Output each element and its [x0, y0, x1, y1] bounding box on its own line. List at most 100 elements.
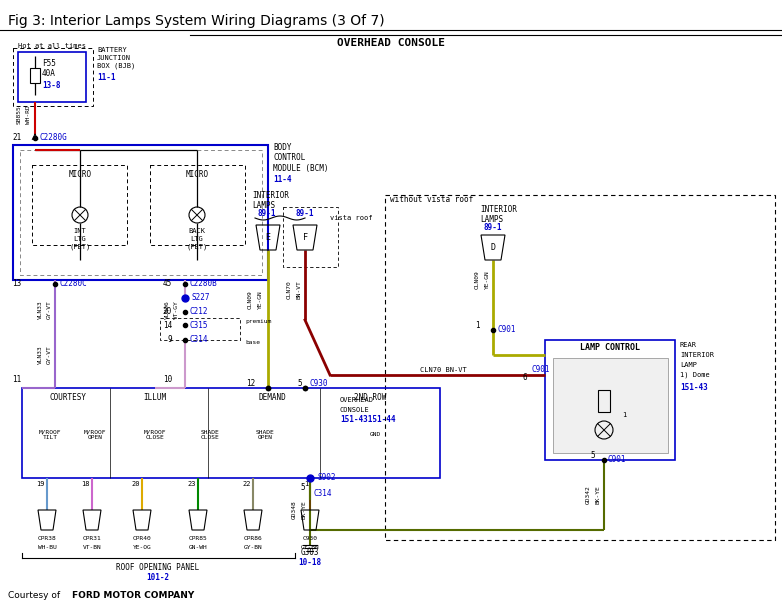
Text: 6: 6 [522, 373, 527, 382]
Text: 11-4: 11-4 [273, 176, 292, 184]
Text: 5: 5 [590, 452, 595, 460]
Text: M/ROOF
CLOSE: M/ROOF CLOSE [144, 430, 167, 440]
Text: CPR85: CPR85 [188, 536, 207, 541]
Text: BK-YE: BK-YE [596, 486, 601, 505]
Text: OVERHEAD: OVERHEAD [340, 397, 374, 403]
Text: BN-VT: BN-VT [296, 281, 302, 299]
Text: Courtesy of: Courtesy of [8, 590, 63, 599]
Text: D: D [490, 243, 496, 252]
Text: 101-2: 101-2 [146, 573, 170, 582]
Text: LAMP CONTROL: LAMP CONTROL [580, 344, 640, 353]
Text: GND: GND [369, 432, 381, 438]
Text: 13: 13 [12, 280, 21, 289]
Bar [30, 67, 40, 83]
Text: CLN09: CLN09 [247, 291, 253, 309]
Text: CONSOLE: CONSOLE [340, 407, 370, 413]
Text: 1: 1 [622, 412, 626, 418]
Text: JUNCTION: JUNCTION [97, 55, 131, 61]
Text: LAMPS: LAMPS [480, 215, 503, 224]
Text: 45: 45 [163, 280, 172, 289]
Text: CLN70 BN-VT: CLN70 BN-VT [420, 367, 467, 373]
Text: VT-GY: VT-GY [174, 300, 178, 319]
Text: YE-GN: YE-GN [485, 271, 490, 289]
Text: 11-1: 11-1 [97, 72, 116, 81]
Text: CPR40: CPR40 [133, 536, 152, 541]
Text: LTG: LTG [191, 236, 203, 242]
Text: CONTROL: CONTROL [273, 153, 306, 162]
Text: 1) Dome: 1) Dome [680, 371, 710, 378]
Bar [20, 150, 262, 275]
Text: 2ND ROW: 2ND ROW [353, 393, 386, 401]
Text: C2280C: C2280C [60, 280, 88, 289]
Text: MODULE (BCM): MODULE (BCM) [273, 164, 328, 173]
Text: M/ROOF
OPEN: M/ROOF OPEN [84, 430, 106, 440]
Text: 11: 11 [12, 375, 21, 384]
Text: 22: 22 [242, 481, 251, 487]
Text: 9: 9 [167, 336, 172, 345]
Text: INTERIOR: INTERIOR [680, 352, 714, 358]
Text: 20: 20 [131, 481, 140, 487]
Text: Fig 3: Interior Lamps System Wiring Diagrams (3 Of 7): Fig 3: Interior Lamps System Wiring Diag… [8, 14, 385, 28]
Text: MICRO: MICRO [69, 170, 91, 179]
Text: INT: INT [74, 228, 86, 234]
Text: C315: C315 [190, 320, 209, 330]
Text: CPR31: CPR31 [83, 536, 102, 541]
Text: CLN09: CLN09 [475, 271, 479, 289]
Text: (FET): (FET) [70, 244, 91, 250]
Text: 5: 5 [300, 483, 305, 492]
Text: S902: S902 [317, 474, 335, 483]
Text: base: base [245, 340, 260, 345]
Text: 21: 21 [12, 134, 21, 142]
Text: GD342: GD342 [586, 486, 590, 505]
Bar [385, 195, 775, 540]
Text: GY-BN: GY-BN [300, 545, 319, 550]
Text: premium: premium [245, 319, 271, 325]
Text: LTG: LTG [74, 236, 86, 242]
Text: (FET): (FET) [186, 244, 208, 250]
Text: C314: C314 [314, 489, 332, 499]
Text: G303: G303 [301, 548, 319, 557]
Text: BATTERY: BATTERY [97, 47, 127, 53]
Text: C2280G: C2280G [40, 134, 68, 142]
Text: 20: 20 [163, 308, 172, 317]
Text: Hot at all times: Hot at all times [18, 43, 86, 49]
Text: 151-43151-44: 151-43151-44 [340, 415, 396, 424]
Text: OVERHEAD CONSOLE: OVERHEAD CONSOLE [337, 38, 445, 48]
Text: COURTESY: COURTESY [49, 393, 87, 401]
Text: E: E [266, 232, 271, 241]
Text: 10: 10 [163, 375, 172, 384]
Text: WH-BU: WH-BU [38, 545, 56, 550]
Text: BK-YE: BK-YE [302, 500, 307, 519]
Bar [13, 145, 268, 280]
Text: CLN70: CLN70 [286, 281, 292, 299]
Bar [22, 388, 440, 478]
Bar [283, 207, 338, 267]
Text: F55: F55 [42, 58, 56, 67]
Text: C901: C901 [532, 365, 551, 375]
Text: 89-1: 89-1 [295, 210, 314, 218]
Bar [545, 340, 675, 460]
Text: 18: 18 [81, 481, 90, 487]
Text: 10-18: 10-18 [299, 558, 321, 567]
Text: 1: 1 [475, 322, 480, 331]
Text: SHADE
OPEN: SHADE OPEN [256, 430, 274, 440]
Text: GY-VT: GY-VT [46, 345, 52, 364]
Text: YE-OG: YE-OG [133, 545, 152, 550]
Text: C2280B: C2280B [190, 280, 217, 289]
Text: C314: C314 [190, 336, 209, 345]
Bar [598, 390, 610, 412]
Text: VT-BN: VT-BN [83, 545, 102, 550]
Text: ROOF OPENING PANEL: ROOF OPENING PANEL [117, 563, 199, 572]
Text: 40A: 40A [42, 69, 56, 77]
Text: LAMP: LAMP [680, 362, 697, 368]
Bar [18, 52, 86, 102]
Text: YE-GN: YE-GN [257, 291, 263, 309]
Bar [32, 165, 127, 245]
Text: CPR38: CPR38 [38, 536, 56, 541]
Text: BODY: BODY [273, 143, 292, 153]
Text: 89-1: 89-1 [484, 224, 502, 232]
Text: GY-BN: GY-BN [244, 545, 263, 550]
Text: CPR86: CPR86 [244, 536, 263, 541]
Text: VLN33: VLN33 [38, 300, 42, 319]
Text: WH-RD: WH-RD [26, 106, 30, 125]
